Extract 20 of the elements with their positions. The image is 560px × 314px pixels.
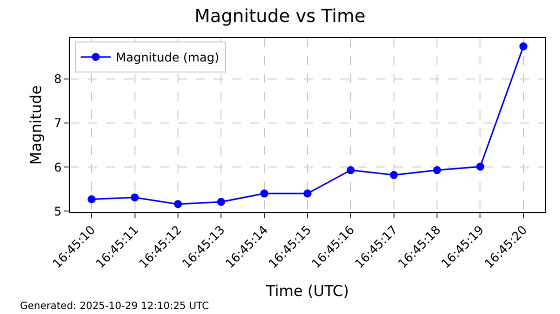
point <box>174 200 182 208</box>
point <box>390 171 398 179</box>
point <box>260 190 268 198</box>
point <box>519 42 528 50</box>
y-tick-label: 6 <box>54 160 62 174</box>
chart-title: Magnitude vs Time <box>194 6 366 28</box>
y-axis-title: Magnitude <box>27 85 46 165</box>
y-tick-label: 7 <box>54 116 62 130</box>
y-tick-label: 5 <box>54 204 62 218</box>
point <box>346 166 355 174</box>
x-axis-title: Time (UTC) <box>265 282 349 300</box>
text: Generated: 2025-10-29 12:10:25 UTC <box>20 301 209 312</box>
point <box>130 193 139 202</box>
point <box>217 198 226 206</box>
point <box>304 190 312 198</box>
legend-label: Magnitude (mag) <box>116 50 220 65</box>
point <box>88 195 96 204</box>
y-tick-label: 8 <box>54 72 62 86</box>
point <box>476 162 484 171</box>
point <box>433 166 442 174</box>
